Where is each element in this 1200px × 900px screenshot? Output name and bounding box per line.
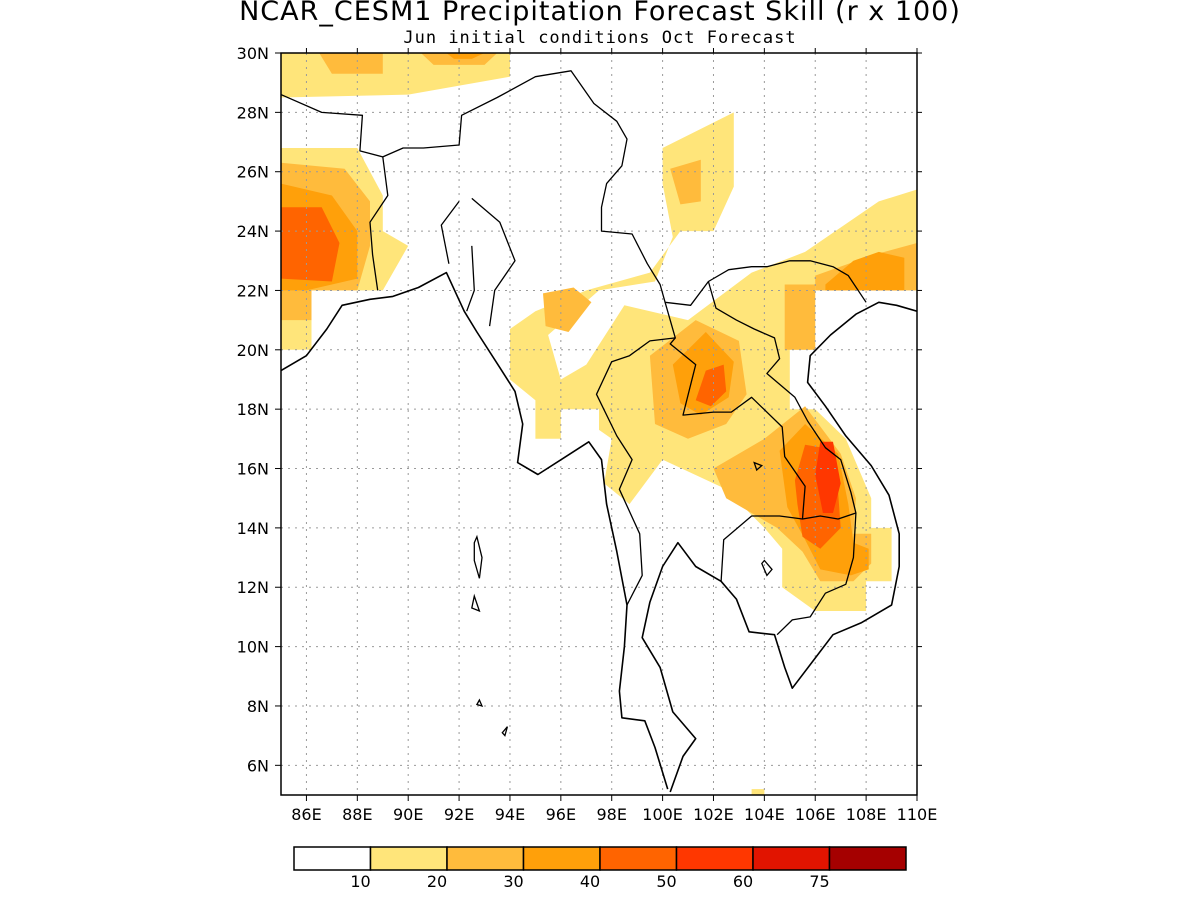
x-tick-label-8: 102E (693, 805, 734, 824)
colorbar-swatch-4 (599, 846, 678, 871)
country-border-7 (707, 281, 857, 636)
country-border-3 (440, 201, 460, 264)
colorbar-label-1: 20 (427, 872, 447, 891)
y-tick-label-5: 16N (237, 460, 269, 479)
x-tick-label-7: 100E (642, 805, 683, 824)
island-3 (475, 698, 484, 708)
colorbar: 10 20 30 40 50 60 75 (293, 846, 907, 891)
y-axis: 6N 8N 10N 12N 14N 16N 18N 20N 22N 24N 26N 28N 30N (237, 44, 922, 775)
country-border-5 (595, 302, 676, 606)
x-axis: 86E 88E 90E 92E 94E 96E 98E 100E 102E 104E 106E 108… (291, 48, 937, 824)
colorbar-label-0: 10 (350, 872, 370, 891)
coastline-1 (641, 301, 917, 793)
y-tick-label-3: 12N (237, 578, 269, 597)
y-tick-label-6: 18N (237, 400, 269, 419)
colorbar-swatch-7 (828, 846, 907, 871)
skill-shading (281, 53, 917, 795)
skill-region-2 (420, 53, 498, 65)
country-border-8 (802, 512, 857, 520)
country-border-6 (669, 337, 806, 582)
island-2 (501, 726, 509, 737)
x-tick-label-0: 86E (291, 805, 321, 824)
colorbar-swatch-2 (446, 846, 525, 871)
x-tick-label-10: 106E (795, 805, 836, 824)
island-4 (753, 461, 764, 472)
colorbar-swatch-1 (369, 846, 448, 871)
country-border-1 (466, 245, 475, 312)
y-tick-label-12: 30N (237, 44, 269, 63)
x-tick-label-12: 110E (897, 805, 938, 824)
y-tick-label-1: 8N (247, 697, 269, 716)
y-tick-label-4: 14N (237, 519, 269, 538)
skill-region-1 (319, 53, 383, 74)
country-border-4 (471, 197, 516, 327)
coastline-0 (281, 271, 669, 790)
x-tick-label-2: 90E (393, 805, 423, 824)
y-tick-label-11: 28N (237, 103, 269, 122)
y-tick-label-10: 26N (237, 163, 269, 182)
y-tick-label-8: 22N (237, 281, 269, 300)
skill-region-21 (751, 789, 765, 795)
colorbar-label-2: 30 (503, 872, 523, 891)
skill-region-13 (784, 284, 816, 350)
colorbar-label-3: 40 (580, 872, 600, 891)
skill-region-17 (825, 251, 905, 291)
skill-region-7 (281, 207, 340, 282)
skill-region-10 (543, 287, 592, 332)
x-tick-label-1: 88E (342, 805, 372, 824)
island-1 (471, 593, 481, 613)
y-tick-label-0: 6N (247, 756, 269, 775)
country-border-2 (369, 156, 389, 291)
colorbar-swatch-6 (752, 846, 831, 871)
x-tick-label-4: 94E (495, 805, 525, 824)
skill-region-3 (446, 53, 485, 59)
y-tick-label-7: 20N (237, 341, 269, 360)
x-tick-label-9: 104E (744, 805, 785, 824)
map-title: NCAR_CESM1 Precipitation Forecast Skill … (239, 0, 961, 27)
colorbar-swatch-0 (293, 846, 372, 871)
colorbar-swatch-3 (522, 846, 601, 871)
colorbar-label-5: 60 (733, 872, 753, 891)
colorbar-swatch-5 (675, 846, 754, 871)
x-tick-label-3: 92E (444, 805, 474, 824)
plot-frame (280, 52, 918, 796)
island-5 (761, 559, 773, 577)
grid-lines (281, 53, 917, 795)
y-tick-label-9: 24N (237, 222, 269, 241)
x-tick-label-6: 98E (596, 805, 626, 824)
country-border-0 (281, 70, 867, 306)
colorbar-label-6: 75 (809, 872, 829, 891)
coastlines-borders (281, 70, 917, 793)
y-tick-label-2: 10N (237, 638, 269, 657)
skill-region-20 (815, 441, 841, 513)
skill-region-9 (670, 159, 701, 205)
island-0 (473, 534, 483, 579)
colorbar-label-4: 50 (656, 872, 676, 891)
x-tick-label-5: 96E (546, 805, 576, 824)
x-tick-label-11: 108E (846, 805, 887, 824)
map-subtitle: Jun initial conditions Oct Forecast (403, 28, 797, 48)
skill-region-18 (695, 364, 727, 407)
